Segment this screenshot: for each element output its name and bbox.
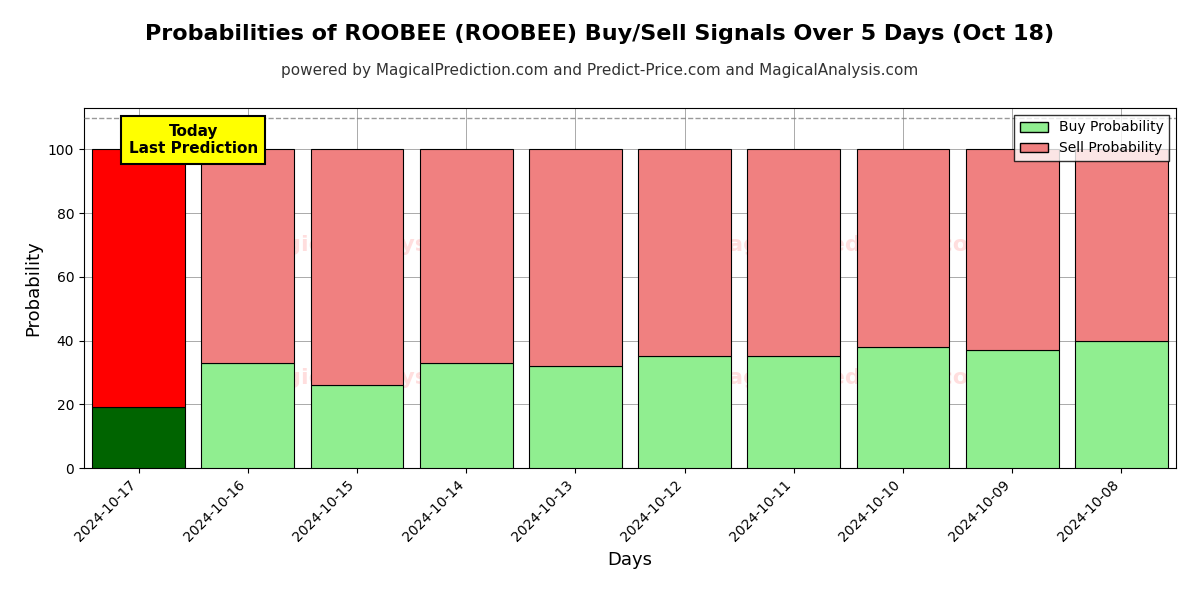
Legend: Buy Probability, Sell Probability: Buy Probability, Sell Probability [1014,115,1169,161]
Text: powered by MagicalPrediction.com and Predict-Price.com and MagicalAnalysis.com: powered by MagicalPrediction.com and Pre… [281,63,919,78]
Text: Today
Last Prediction: Today Last Prediction [128,124,258,157]
Bar [748,149,840,356]
Y-axis label: Probability: Probability [24,240,42,336]
Text: MagicalPrediction.com: MagicalPrediction.com [706,368,991,388]
Bar [311,385,403,468]
Bar [857,347,949,468]
Bar [1075,149,1168,341]
Bar [748,356,840,468]
Bar [92,407,185,468]
Bar [638,149,731,356]
Bar [311,149,403,385]
Bar [966,149,1058,350]
Text: MagicalAnalysis.com: MagicalAnalysis.com [248,235,510,255]
Text: MagicalAnalysis.com: MagicalAnalysis.com [248,368,510,388]
Bar [1075,341,1168,468]
Text: Probabilities of ROOBEE (ROOBEE) Buy/Sell Signals Over 5 Days (Oct 18): Probabilities of ROOBEE (ROOBEE) Buy/Sel… [145,24,1055,44]
Text: MagicalPrediction.com: MagicalPrediction.com [706,235,991,255]
Bar [857,149,949,347]
Bar [202,363,294,468]
X-axis label: Days: Days [607,551,653,569]
Bar [529,149,622,366]
Bar [420,363,512,468]
Bar [638,356,731,468]
Bar [966,350,1058,468]
Bar [92,149,185,407]
Bar [420,149,512,363]
Bar [529,366,622,468]
Bar [202,149,294,363]
